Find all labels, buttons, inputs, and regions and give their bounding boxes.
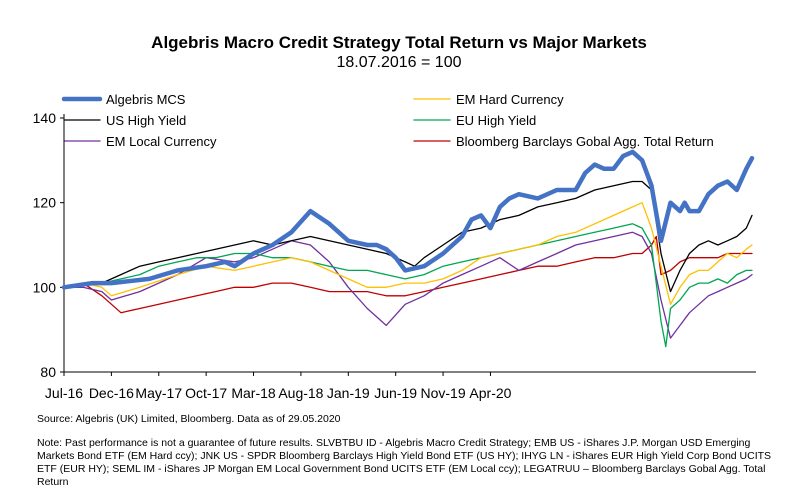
x-tick-label: Jun-19 — [374, 385, 417, 401]
legend-item: EM Hard Currency — [413, 92, 564, 107]
legend-item: Bloomberg Barclays Gobal Agg. Total Retu… — [413, 134, 714, 149]
legend-label: Algebris MCS — [106, 92, 186, 107]
disclaimer-note: Note: Past performance is not a guarante… — [37, 437, 772, 488]
x-tick-label: Mar-18 — [231, 385, 276, 401]
y-tick-label: 100 — [33, 279, 57, 295]
legend-item: US High Yield — [63, 113, 186, 128]
source-note: Source: Algebris (UK) Limited, Bloomberg… — [37, 413, 341, 425]
x-tick-label: Dec-16 — [89, 385, 134, 401]
chart-subtitle: 18.07.2016 = 100 — [336, 54, 461, 71]
x-tick-label: Oct-17 — [185, 385, 227, 401]
y-tick-label: 120 — [33, 195, 57, 211]
series-line-em-hard-currency — [63, 202, 753, 305]
x-tick-label: May-17 — [135, 385, 182, 401]
y-tick-label: 80 — [40, 364, 56, 380]
chart: Algebris Macro Credit Strategy Total Ret… — [33, 33, 756, 401]
series-line-algebris-mcs — [61, 149, 755, 290]
legend-label: Bloomberg Barclays Gobal Agg. Total Retu… — [456, 134, 714, 149]
y-tick-label: 140 — [33, 110, 57, 126]
chart-title: Algebris Macro Credit Strategy Total Ret… — [151, 33, 647, 52]
series-line-em-local-currency — [63, 231, 753, 339]
legend-item: EM Local Currency — [63, 134, 217, 149]
legend: Algebris MCS EM Hard Currency US High Yiel… — [61, 92, 714, 149]
legend-label: EM Local Currency — [106, 134, 217, 149]
legend-label: EU High Yield — [456, 113, 536, 128]
legend-label: US High Yield — [106, 113, 186, 128]
x-tick-label: Nov-19 — [420, 385, 465, 401]
series-lines — [61, 149, 755, 348]
legend-item: EU High Yield — [413, 113, 536, 128]
x-tick-label: Apr-20 — [469, 385, 511, 401]
axes: 80 100 120 140 Jul-16 Dec-16 May-17 Oct-17 Mar-1… — [33, 110, 756, 401]
x-tick-label: Aug-18 — [278, 385, 323, 401]
legend-label: EM Hard Currency — [456, 92, 564, 107]
series-line-eu-high-yield — [63, 223, 753, 348]
x-tick-label: Jul-16 — [45, 385, 83, 401]
x-tick-label: Jan-19 — [327, 385, 370, 401]
legend-item: Algebris MCS — [61, 92, 186, 107]
